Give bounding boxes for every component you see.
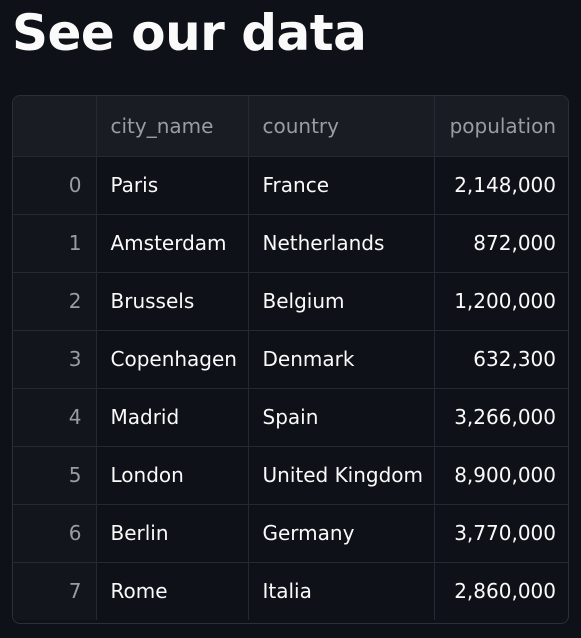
data-table-grid: city_name country population 0 Paris Fra… bbox=[13, 96, 568, 620]
country-cell[interactable]: Netherlands bbox=[248, 214, 435, 273]
country-cell[interactable]: Spain bbox=[248, 388, 435, 447]
population-cell[interactable]: 3,266,000 bbox=[434, 388, 568, 447]
population-cell[interactable]: 872,000 bbox=[434, 214, 568, 273]
row-index-cell[interactable]: 7 bbox=[13, 562, 97, 620]
row-index-cell[interactable]: 4 bbox=[13, 388, 97, 447]
population-cell[interactable]: 632,300 bbox=[434, 330, 568, 389]
row-index-cell[interactable]: 3 bbox=[13, 330, 97, 389]
population-cell[interactable]: 1,200,000 bbox=[434, 272, 568, 331]
row-index-cell[interactable]: 6 bbox=[13, 504, 97, 563]
table-row: 7 Rome Italia 2,860,000 bbox=[13, 562, 568, 620]
population-cell[interactable]: 2,148,000 bbox=[434, 156, 568, 215]
page-title: See our data bbox=[12, 4, 367, 62]
city-name-cell[interactable]: Paris bbox=[96, 156, 249, 215]
country-cell[interactable]: Italia bbox=[248, 562, 435, 620]
country-cell[interactable]: Denmark bbox=[248, 330, 435, 389]
country-cell[interactable]: United Kingdom bbox=[248, 446, 435, 505]
city-name-cell[interactable]: Amsterdam bbox=[96, 214, 249, 273]
city-name-cell[interactable]: Copenhagen bbox=[96, 330, 249, 389]
row-index-cell[interactable]: 1 bbox=[13, 214, 97, 273]
header-row: city_name country population bbox=[13, 96, 568, 157]
population-cell[interactable]: 2,860,000 bbox=[454, 579, 556, 604]
population-cell[interactable]: 8,900,000 bbox=[434, 446, 568, 505]
country-cell[interactable]: Belgium bbox=[248, 272, 435, 331]
column-header-population[interactable]: population bbox=[434, 96, 568, 157]
city-name-cell[interactable]: Brussels bbox=[96, 272, 249, 331]
country-cell[interactable]: Germany bbox=[248, 504, 435, 563]
table-row: 6 Berlin Germany 3,770,000 bbox=[13, 504, 568, 563]
table-row: 5 London United Kingdom 8,900,000 bbox=[13, 446, 568, 505]
city-name-cell[interactable]: Berlin bbox=[96, 504, 249, 563]
column-header-index[interactable] bbox=[13, 96, 97, 157]
data-table[interactable]: city_name country population 0 Paris Fra… bbox=[12, 95, 569, 624]
row-index-cell[interactable]: 5 bbox=[13, 446, 97, 505]
population-cell[interactable]: 3,770,000 bbox=[434, 504, 568, 563]
table-row: 3 Copenhagen Denmark 632,300 bbox=[13, 330, 568, 389]
city-name-cell[interactable]: Madrid bbox=[96, 388, 249, 447]
table-row: 4 Madrid Spain 3,266,000 bbox=[13, 388, 568, 447]
table-row: 1 Amsterdam Netherlands 872,000 bbox=[13, 214, 568, 273]
row-index-cell[interactable]: 2 bbox=[13, 272, 97, 331]
column-header-country[interactable]: country bbox=[248, 96, 435, 157]
table-header: city_name country population bbox=[13, 96, 568, 157]
country-cell[interactable]: France bbox=[248, 156, 435, 215]
column-header-city-name[interactable]: city_name bbox=[96, 96, 249, 157]
city-name-cell[interactable]: Rome bbox=[96, 562, 249, 620]
table-row: 2 Brussels Belgium 1,200,000 bbox=[13, 272, 568, 331]
table-body: 0 Paris France 2,148,000 1 Amsterdam Net… bbox=[13, 156, 568, 620]
row-index-cell[interactable]: 0 bbox=[13, 156, 97, 215]
table-row: 0 Paris France 2,148,000 bbox=[13, 156, 568, 215]
city-name-cell[interactable]: London bbox=[96, 446, 249, 505]
